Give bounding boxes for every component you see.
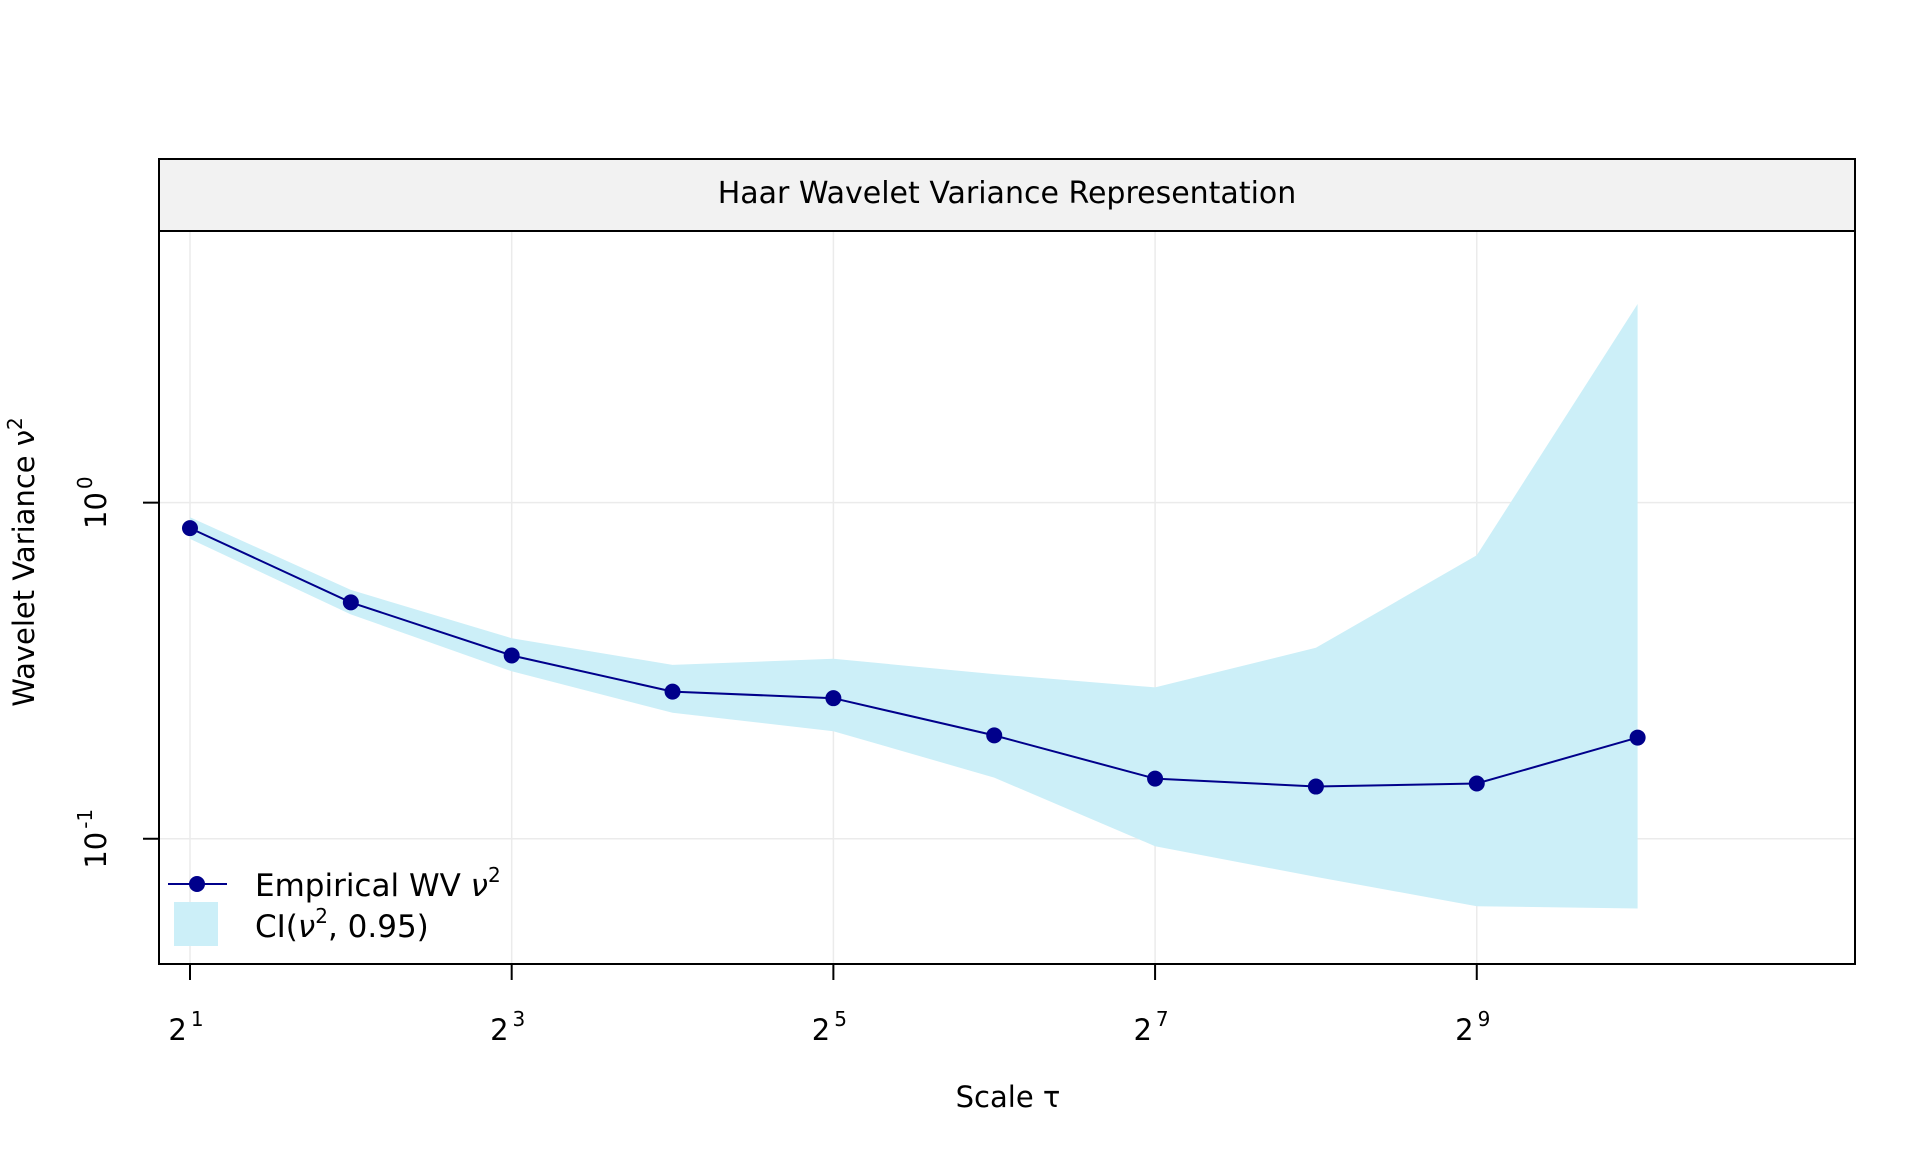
x-tick-label-exp: 5 <box>834 1007 847 1031</box>
ci-layer <box>190 304 1638 909</box>
data-point <box>1629 729 1646 746</box>
data-point <box>181 520 198 537</box>
series-layer <box>181 520 1646 795</box>
x-tick-label-base: 2 <box>168 1013 186 1047</box>
x-axis-label: Scale τ <box>956 1080 1061 1114</box>
legend-point-swatch <box>189 876 205 892</box>
title-strip <box>158 158 1856 232</box>
x-tick-label-base: 2 <box>490 1013 508 1047</box>
y-axis-label: Wavelet Variance ν2 <box>3 417 41 707</box>
y-tick-label-base: 10 <box>79 832 113 869</box>
x-tick-label-exp: 9 <box>1478 1007 1491 1031</box>
data-point <box>1147 770 1164 787</box>
data-point <box>986 727 1003 744</box>
x-tick-label-base: 2 <box>1455 1013 1473 1047</box>
legend-ci-swatch <box>174 902 218 946</box>
plot-border <box>158 158 1856 965</box>
legend-label-suffix: , 0.95) <box>328 909 429 945</box>
legend-label-text: CI( <box>255 909 298 945</box>
data-point <box>825 690 842 707</box>
legend-label-text: Empirical WV <box>255 868 471 904</box>
legend-label-symbol: ν <box>471 868 488 904</box>
legend-label-sup: 2 <box>315 904 328 928</box>
legend-label: CI(ν2, 0.95) <box>255 904 429 945</box>
data-point <box>1307 778 1324 795</box>
data-point <box>503 647 520 664</box>
y-axis-label-sup: 2 <box>3 417 27 430</box>
legend-label: Empirical WV ν2 <box>255 863 501 904</box>
x-tick-label-exp: 1 <box>191 1007 204 1031</box>
y-tick-label-exp: -1 <box>73 809 97 829</box>
x-tick-label-base: 2 <box>812 1013 830 1047</box>
y-tick-label-exp: 0 <box>73 476 97 489</box>
series-line <box>189 527 1638 788</box>
legend-label-symbol: ν <box>298 909 315 945</box>
legend-label-sup: 2 <box>488 863 501 887</box>
chart-title: Haar Wavelet Variance Representation <box>718 176 1297 211</box>
data-point <box>664 683 681 700</box>
y-tick-label: 10-1 <box>73 809 113 869</box>
x-tick-label-base: 2 <box>1133 1013 1151 1047</box>
y-axis-label-text: Wavelet Variance ν <box>7 430 41 707</box>
y-tick-label-base: 10 <box>79 492 113 529</box>
ci-band <box>190 304 1638 909</box>
x-tick-label-exp: 7 <box>1156 1007 1169 1031</box>
x-tick-label-exp: 3 <box>513 1007 526 1031</box>
data-point <box>1468 775 1485 792</box>
data-point <box>342 594 359 611</box>
y-tick-label: 100 <box>73 476 113 529</box>
